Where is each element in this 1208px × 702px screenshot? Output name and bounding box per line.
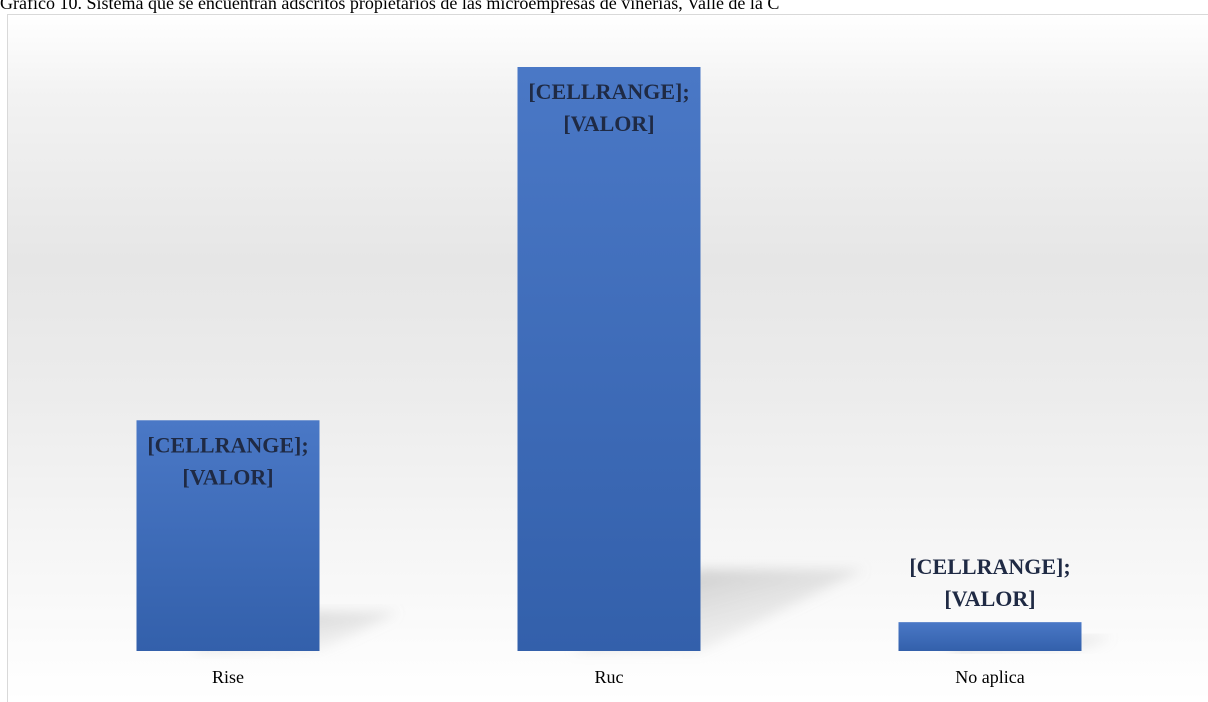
- data-label-rise-line-1: [CELLRANGE];: [147, 432, 308, 457]
- data-label-ruc-line-2: [VALOR]: [563, 111, 654, 136]
- bar-rise: [136, 420, 320, 651]
- chart-caption: Gráfico 10. Sistema que se encuentran ad…: [0, 0, 780, 13]
- bar-ruc: [517, 67, 701, 651]
- x-tick-label-no-aplica: No aplica: [955, 667, 1024, 687]
- data-label-no-aplica-line-2: [VALOR]: [944, 586, 1035, 611]
- bar-no-aplica: [898, 622, 1082, 651]
- x-tick-label-rise: Rise: [212, 667, 244, 687]
- data-label-no-aplica-line-1: [CELLRANGE];: [909, 554, 1070, 579]
- x-tick-label-ruc: Ruc: [595, 667, 624, 687]
- data-label-rise-line-2: [VALOR]: [182, 464, 273, 489]
- data-label-ruc-line-1: [CELLRANGE];: [528, 79, 689, 104]
